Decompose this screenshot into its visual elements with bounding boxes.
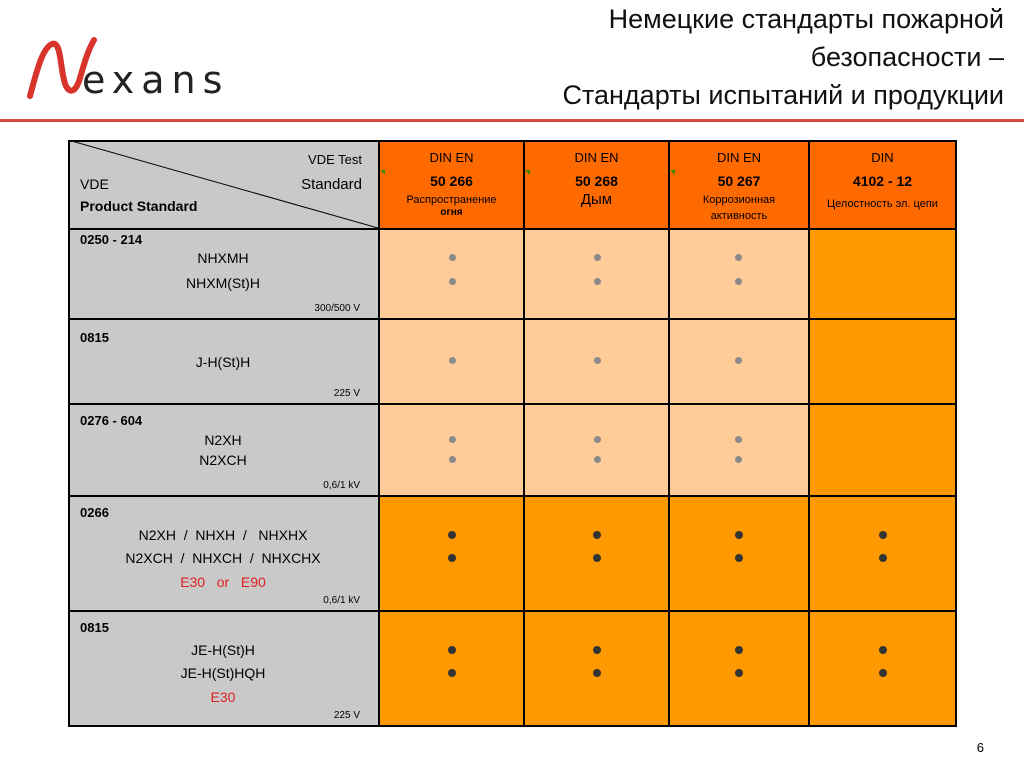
cell — [670, 230, 810, 320]
marker-dot — [593, 554, 601, 562]
title-divider — [0, 119, 1024, 122]
marker-dot — [735, 554, 743, 562]
marker-dot — [594, 456, 601, 463]
marker-dot — [449, 436, 456, 443]
cell — [380, 320, 525, 405]
cell — [525, 612, 670, 727]
cell — [380, 405, 525, 497]
cell — [810, 320, 957, 405]
marker-dot — [594, 254, 601, 261]
column-header-din-en-50266: DIN EN 50 266 Распространение огня — [380, 140, 525, 230]
marker-dot — [593, 646, 601, 654]
nexans-logo — [27, 37, 97, 99]
column-header-din-en-50267: DIN EN 50 267 Коррозионная активность — [670, 140, 810, 230]
marker-dot — [735, 357, 742, 364]
marker-dot — [735, 436, 742, 443]
cell — [670, 320, 810, 405]
marker-dot — [735, 254, 742, 261]
marker-dot — [594, 278, 601, 285]
row-0815-b: 0815 JE-H(St)H JE-H(St)HQH E30 225 V — [68, 612, 380, 727]
column-header-din-4102-12: DIN 4102 - 12 Целостность эл. цепи — [810, 140, 957, 230]
marker-dot — [593, 531, 601, 539]
marker-dot — [449, 357, 456, 364]
marker-dot — [735, 646, 743, 654]
marker-dot — [449, 278, 456, 285]
marker-dot — [448, 531, 456, 539]
cell — [380, 230, 525, 320]
marker-dot — [448, 554, 456, 562]
product-standard-label: Product Standard — [80, 198, 198, 214]
logo-wordmark: exans — [82, 58, 230, 102]
cell — [670, 612, 810, 727]
cell — [810, 612, 957, 727]
cell — [670, 497, 810, 612]
standards-table: VDE Test Standard VDE Product Standard D… — [68, 140, 957, 727]
marker-dot — [449, 254, 456, 261]
corner-marker — [380, 170, 385, 175]
cell — [810, 405, 957, 497]
marker-dot — [594, 436, 601, 443]
marker-dot — [879, 669, 887, 677]
row-0815-a: 0815 J-H(St)H 225 V — [68, 320, 380, 405]
marker-dot — [879, 531, 887, 539]
cell — [525, 320, 670, 405]
column-header-din-en-50268: DIN EN 50 268 Дым — [525, 140, 670, 230]
marker-dot — [735, 531, 743, 539]
corner-marker — [525, 170, 530, 175]
marker-dot — [879, 554, 887, 562]
marker-dot — [735, 456, 742, 463]
marker-dot — [593, 669, 601, 677]
marker-dot — [879, 646, 887, 654]
vde-test-label: VDE Test — [308, 152, 362, 167]
row-0250-214: 0250 - 214 NHXMH NHXM(St)H 300/500 V — [68, 230, 380, 320]
cell — [380, 497, 525, 612]
standard-label: Standard — [301, 176, 362, 193]
row-0266: 0266 N2XH / NHXH / NHXHX N2XCH / NHXCH /… — [68, 497, 380, 612]
page-number: 6 — [976, 740, 984, 755]
diagonal-line — [68, 140, 378, 228]
cell — [525, 405, 670, 497]
cell — [380, 612, 525, 727]
corner-header: VDE Test Standard VDE Product Standard — [68, 140, 380, 230]
fire-rating-label: E30 or E90 — [180, 574, 266, 590]
row-0276-604: 0276 - 604 N2XH N2XCH 0,6/1 kV — [68, 405, 380, 497]
slide-title: Немецкие стандарты пожарной безопасности… — [562, 4, 1004, 110]
cell — [810, 497, 957, 612]
marker-dot — [448, 669, 456, 677]
fire-rating-label: E30 — [210, 689, 236, 705]
cell — [525, 230, 670, 320]
corner-marker — [670, 170, 675, 175]
marker-dot — [448, 646, 456, 654]
cell — [810, 230, 957, 320]
cell — [525, 497, 670, 612]
marker-dot — [735, 278, 742, 285]
marker-dot — [735, 669, 743, 677]
marker-dot — [449, 456, 456, 463]
cell — [670, 405, 810, 497]
vde-label: VDE — [80, 176, 109, 192]
marker-dot — [594, 357, 601, 364]
